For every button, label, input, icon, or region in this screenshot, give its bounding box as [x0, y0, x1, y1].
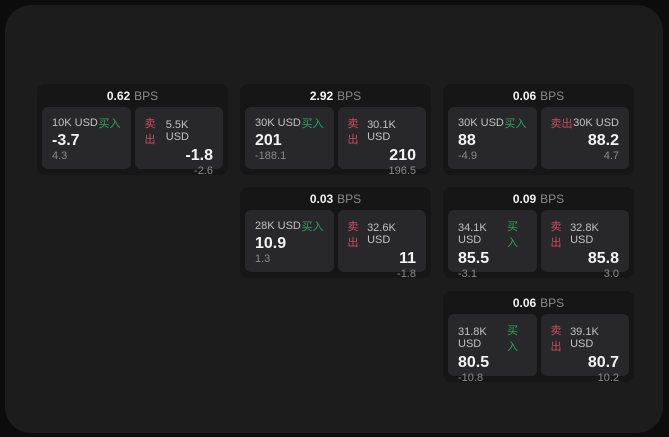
bps-header: 0.06 BPS	[443, 291, 634, 314]
buy-delta: -3.1	[458, 267, 477, 280]
sell-label: 卖出	[347, 221, 359, 249]
buy-panel[interactable]: 31.8K USD 买入 80.5 -10.8	[448, 314, 537, 384]
buy-amount: 28K USD	[255, 220, 301, 232]
buy-label: 买入	[506, 221, 518, 249]
bps-value: 0.09	[512, 191, 537, 206]
sell-delta: 196.5	[388, 164, 416, 177]
sell-label: 卖出	[550, 221, 562, 249]
sell-amount: 30.1K USD	[367, 119, 396, 143]
bps-header: 0.62 BPS	[37, 84, 228, 107]
buy-price: 88	[458, 131, 476, 149]
sell-price: 85.8	[587, 250, 619, 267]
buy-delta: 4.3	[52, 150, 68, 162]
sell-amount: 39.1K USD	[570, 326, 599, 350]
buy-delta: 1.3	[255, 253, 271, 265]
buy-delta: -4.9	[458, 150, 477, 162]
main-panel: 0.62 BPS 10K USD 买入 -3.7 4.3 卖出 5.5K USD…	[5, 5, 663, 433]
quote-card: 0.62 BPS 10K USD 买入 -3.7 4.3 卖出 5.5K USD…	[37, 84, 228, 177]
sell-delta: 3.0	[603, 267, 619, 280]
sell-panel[interactable]: 卖出 5.5K USD -1.8 -2.6	[134, 107, 223, 177]
bps-header: 0.09 BPS	[443, 187, 634, 210]
bps-unit-label: BPS	[540, 191, 565, 206]
buy-amount: 10K USD	[52, 117, 98, 129]
bps-header: 2.92 BPS	[240, 84, 431, 107]
buy-label: 买入	[301, 118, 324, 130]
bps-value: 0.06	[512, 88, 537, 103]
sell-amount: 30K USD	[573, 117, 619, 129]
quote-card: 0.06 BPS 31.8K USD 买入 80.5 -10.8 卖出 39.1…	[443, 291, 634, 384]
sell-label: 卖出	[550, 325, 562, 353]
bps-value: 0.03	[309, 191, 334, 206]
bps-unit-label: BPS	[134, 88, 159, 103]
sell-panel[interactable]: 卖出 30.1K USD 210 196.5	[337, 107, 426, 177]
buy-label: 买入	[301, 221, 324, 233]
sell-panel[interactable]: 卖出 32.6K USD 11 -1.8	[337, 210, 426, 280]
bps-header: 0.06 BPS	[443, 84, 634, 107]
buy-price: 80.5	[458, 354, 490, 371]
sell-price: 88.2	[587, 131, 619, 149]
sell-price: -1.8	[185, 147, 213, 164]
buy-amount: 34.1K USD	[458, 222, 487, 246]
bps-unit-label: BPS	[337, 88, 362, 103]
quote-card: 0.06 BPS 30K USD 买入 88 -4.9 卖出 30K USD 8…	[443, 84, 634, 175]
buy-panel[interactable]: 28K USD 买入 10.9 1.3	[245, 210, 334, 272]
bps-unit-label: BPS	[337, 191, 362, 206]
sell-label: 卖出	[144, 118, 156, 146]
buy-price: 10.9	[255, 234, 287, 252]
buy-price: 201	[255, 131, 282, 149]
sell-panel[interactable]: 卖出 32.8K USD 85.8 3.0	[540, 210, 629, 280]
buy-panel[interactable]: 30K USD 买入 201 -188.1	[245, 107, 334, 169]
buy-panel[interactable]: 30K USD 买入 88 -4.9	[448, 107, 537, 169]
sell-label: 卖出	[550, 118, 573, 130]
sell-delta: 4.7	[603, 150, 619, 162]
sell-panel[interactable]: 卖出 30K USD 88.2 4.7	[540, 107, 629, 169]
buy-label: 买入	[504, 118, 527, 130]
sell-panel[interactable]: 卖出 39.1K USD 80.7 10.2	[540, 314, 629, 384]
sell-amount: 32.8K USD	[570, 222, 599, 246]
sell-delta: 10.2	[597, 371, 619, 384]
buy-panel[interactable]: 10K USD 买入 -3.7 4.3	[42, 107, 131, 169]
buy-label: 买入	[506, 325, 518, 353]
quote-card: 2.92 BPS 30K USD 买入 201 -188.1 卖出 30.1K …	[240, 84, 431, 177]
sell-amount: 5.5K USD	[165, 119, 189, 143]
buy-amount: 30K USD	[458, 117, 504, 129]
buy-price: 85.5	[458, 250, 490, 267]
bps-value: 0.62	[106, 88, 131, 103]
sell-price: 80.7	[587, 354, 619, 371]
bps-unit-label: BPS	[540, 295, 565, 310]
sell-price: 210	[389, 147, 416, 164]
bps-unit-label: BPS	[540, 88, 565, 103]
buy-label: 买入	[98, 118, 121, 130]
sell-delta: -2.6	[194, 164, 213, 177]
sell-label: 卖出	[347, 118, 359, 146]
bps-header: 0.03 BPS	[240, 187, 431, 210]
buy-delta: -10.8	[458, 371, 484, 384]
quote-card: 0.03 BPS 28K USD 买入 10.9 1.3 卖出 32.6K US…	[240, 187, 431, 280]
sell-delta: -1.8	[397, 267, 416, 280]
quote-card: 0.09 BPS 34.1K USD 买入 85.5 -3.1 卖出 32.8K…	[443, 187, 634, 280]
buy-delta: -188.1	[255, 150, 287, 162]
sell-price: 11	[399, 250, 416, 267]
buy-panel[interactable]: 34.1K USD 买入 85.5 -3.1	[448, 210, 537, 280]
buy-amount: 30K USD	[255, 117, 301, 129]
sell-amount: 32.6K USD	[367, 222, 396, 246]
buy-amount: 31.8K USD	[458, 326, 487, 350]
bps-value: 0.06	[512, 295, 537, 310]
bps-value: 2.92	[309, 88, 334, 103]
buy-price: -3.7	[52, 131, 80, 149]
